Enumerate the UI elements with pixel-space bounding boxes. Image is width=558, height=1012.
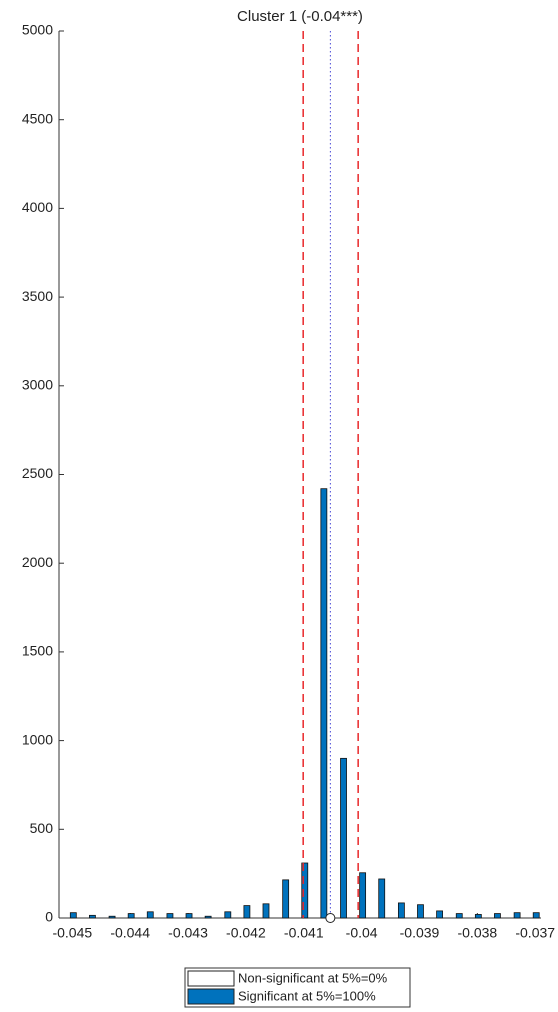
bar (378, 878, 386, 919)
bar (359, 872, 367, 919)
bar (204, 915, 212, 919)
x-tick-label: -0.044 (110, 925, 150, 941)
y-tick-label: 2500 (22, 465, 53, 481)
x-tick-label: -0.042 (226, 925, 266, 941)
bar (89, 914, 96, 919)
bar (108, 915, 116, 919)
chart-title: Cluster 1 (-0.04***) (237, 8, 363, 25)
bar (436, 910, 443, 919)
bar (340, 757, 347, 919)
y-tick-label: 4000 (22, 199, 53, 215)
y-tick-label: 500 (30, 820, 54, 836)
bar (243, 905, 251, 919)
bar (474, 914, 482, 919)
y-tick-label: 0 (45, 909, 53, 925)
bar (146, 911, 154, 919)
bar (417, 904, 424, 919)
y-tick-label: 3000 (22, 377, 53, 393)
bar (224, 911, 232, 919)
x-tick-label: -0.041 (284, 925, 324, 941)
legend-label: Non-significant at 5%=0% (238, 970, 388, 985)
x-tick-label: -0.043 (168, 925, 208, 941)
bar (513, 912, 521, 919)
bar (301, 862, 309, 919)
x-tick-label: -0.039 (400, 925, 440, 941)
y-tick-label: 5000 (22, 22, 53, 38)
y-tick-label: 4500 (22, 110, 53, 126)
bar (494, 913, 501, 919)
y-tick-label: 1500 (22, 643, 53, 659)
bar (282, 879, 290, 919)
bar (166, 913, 174, 919)
y-tick-label: 3500 (22, 288, 53, 304)
x-tick-label: -0.04 (346, 925, 378, 941)
legend-swatch (187, 970, 235, 987)
bar (397, 902, 405, 919)
legend-swatch (187, 988, 235, 1005)
bar (69, 912, 77, 919)
bar (320, 488, 328, 919)
bar (532, 912, 540, 919)
y-tick-label: 2000 (22, 554, 53, 570)
bar (127, 913, 135, 919)
x-tick-label: -0.038 (457, 925, 497, 941)
bar (455, 913, 463, 919)
y-tick-label: 1000 (22, 731, 53, 747)
legend-label: Significant at 5%=100% (238, 988, 376, 1003)
mean-marker (325, 913, 336, 923)
x-tick-label: -0.037 (515, 925, 555, 941)
x-tick-label: -0.045 (52, 925, 92, 941)
bar (185, 913, 193, 919)
bar (262, 903, 270, 919)
